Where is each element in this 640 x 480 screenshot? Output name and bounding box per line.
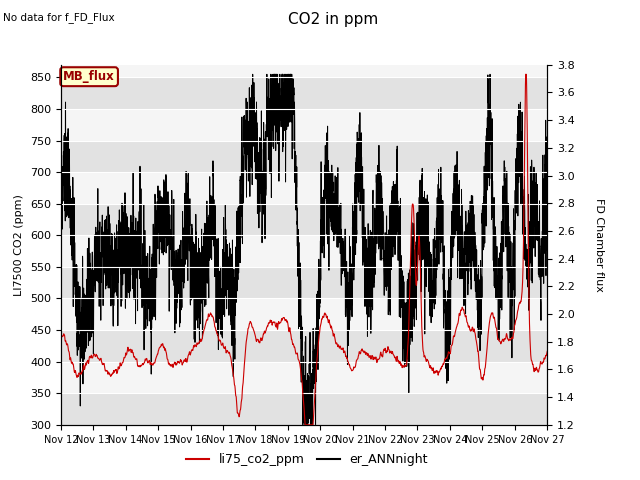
Bar bbox=[61, 77, 547, 109]
Legend: li75_co2_ppm, er_ANNnight: li75_co2_ppm, er_ANNnight bbox=[181, 448, 433, 471]
Text: No data for f_FD_Flux: No data for f_FD_Flux bbox=[3, 12, 115, 23]
Bar bbox=[61, 204, 547, 235]
Bar bbox=[61, 393, 547, 425]
Y-axis label: FD Chamber flux: FD Chamber flux bbox=[595, 198, 604, 292]
Text: CO2 in ppm: CO2 in ppm bbox=[287, 12, 378, 27]
Bar bbox=[61, 267, 547, 299]
Bar bbox=[61, 330, 547, 361]
Y-axis label: LI7500 CO2 (ppm): LI7500 CO2 (ppm) bbox=[14, 194, 24, 296]
Bar bbox=[61, 141, 547, 172]
Text: MB_flux: MB_flux bbox=[63, 70, 115, 83]
